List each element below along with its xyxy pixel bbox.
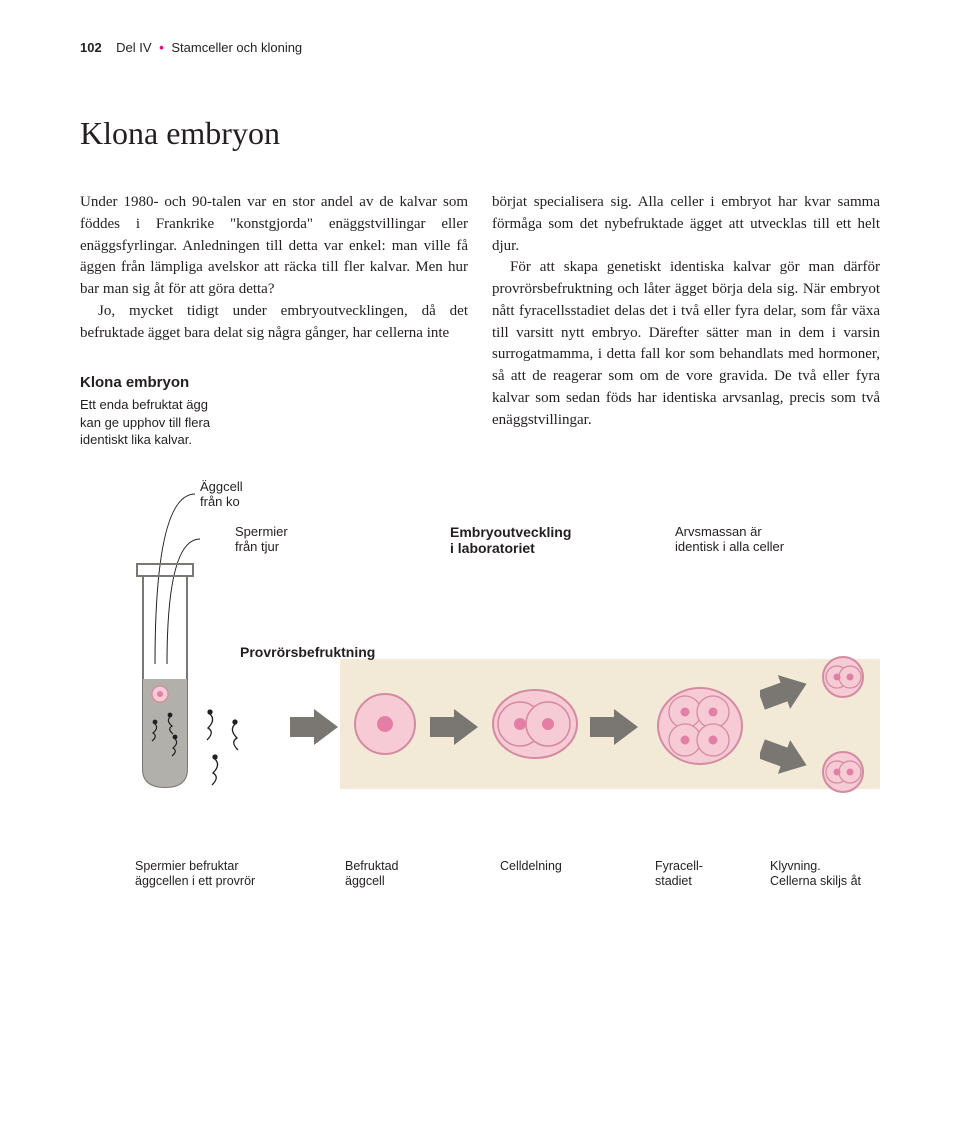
subbox-line3: identiskt lika kalvar. xyxy=(80,431,468,449)
arrow-icon xyxy=(290,709,338,745)
subbox-title: Klona embryon xyxy=(80,372,468,394)
test-tube-icon xyxy=(135,469,195,789)
cell-four-icon xyxy=(655,685,745,767)
cell-split-icon xyxy=(820,654,866,700)
page-header: 102 Del IV • Stamceller och kloning xyxy=(80,40,880,55)
left-p1: Under 1980- och 90-talen var en stor and… xyxy=(80,192,468,301)
cell-split-icon xyxy=(820,749,866,795)
page-number: 102 xyxy=(80,40,102,55)
arrow-icon xyxy=(760,739,808,775)
header-bullet: • xyxy=(159,40,164,55)
caption-2: Befruktad äggcell xyxy=(345,859,399,890)
right-p2: För att skapa genetiskt identiska kalvar… xyxy=(492,257,880,431)
body-columns: Under 1980- och 90-talen var en stor and… xyxy=(80,192,880,449)
label-arvs: Arvsmassan är identisk i alla celler xyxy=(675,524,784,555)
arrow-icon xyxy=(760,674,808,710)
arrow-icon xyxy=(430,709,478,745)
left-column: Under 1980- och 90-talen var en stor and… xyxy=(80,192,468,449)
caption-4: Fyracell- stadiet xyxy=(655,859,703,890)
caption-5: Klyvning. Cellerna skiljs åt xyxy=(770,859,861,890)
header-section: Stamceller och kloning xyxy=(171,40,302,55)
subbox-line1: Ett enda befruktat ägg xyxy=(80,396,468,414)
label-sperm-bull: Spermier från tjur xyxy=(235,524,288,555)
label-provror: Provrörsbefruktning xyxy=(240,644,375,660)
sub-infobox: Klona embryon Ett enda befruktat ägg kan… xyxy=(80,372,468,448)
right-p1: börjat specialisera sig. Alla celler i e… xyxy=(492,192,880,257)
caption-1: Spermier befruktar äggcellen i ett provr… xyxy=(135,859,255,890)
cloning-diagram: Äggcell från ko Spermier från tjur Embry… xyxy=(80,469,880,929)
page-title: Klona embryon xyxy=(80,115,880,152)
cell-two-icon xyxy=(490,685,580,763)
label-embryo-dev: Embryoutveckling i laboratoriet xyxy=(450,524,571,558)
label-egg-cow: Äggcell från ko xyxy=(200,479,243,510)
header-part: Del IV xyxy=(116,40,151,55)
cell-single-icon xyxy=(350,689,420,759)
caption-3: Celldelning xyxy=(500,859,562,875)
right-column: börjat specialisera sig. Alla celler i e… xyxy=(492,192,880,449)
subbox-line2: kan ge upphov till flera xyxy=(80,414,468,432)
arrow-icon xyxy=(590,709,638,745)
left-p2: Jo, mycket tidigt under embryoutveckling… xyxy=(80,301,468,345)
sperm-icon xyxy=(200,704,290,804)
